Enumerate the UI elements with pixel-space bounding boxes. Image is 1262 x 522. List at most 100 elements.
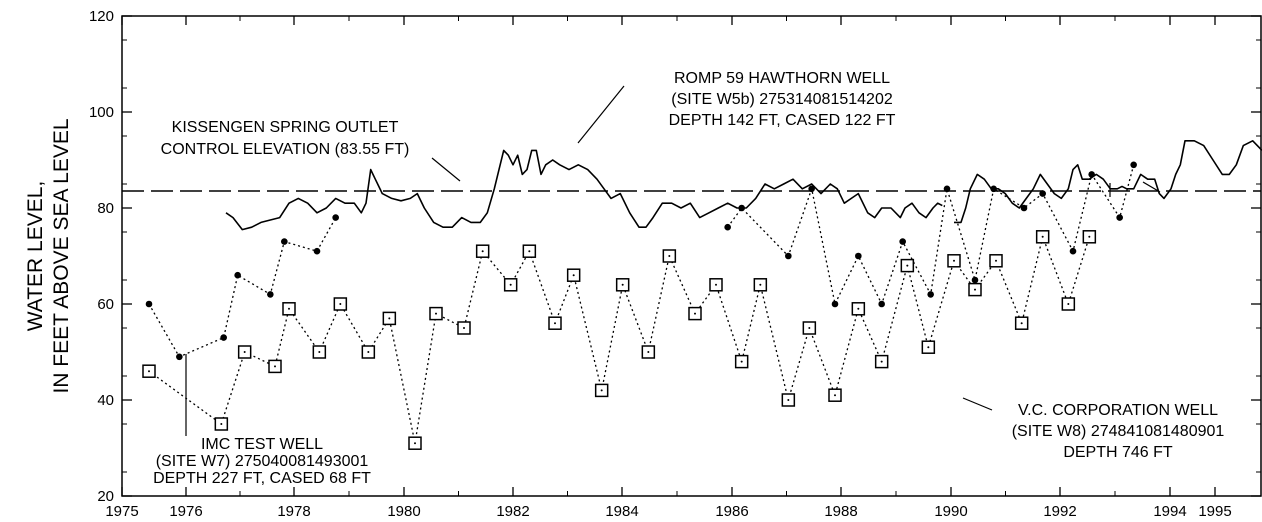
romp59-label: (SITE W5b) 275314081514202 — [671, 91, 893, 108]
series-point-vc-center — [715, 283, 717, 286]
series-point-imc — [267, 291, 274, 298]
series-point-vc-center — [528, 250, 531, 253]
series-point-imc — [220, 334, 227, 341]
series-point-imc — [808, 185, 815, 193]
series-point-vc-center — [414, 442, 416, 445]
series-point-vc-center — [318, 351, 321, 353]
series-point-imc — [234, 271, 241, 279]
series-line-vc — [148, 234, 1090, 444]
series-point-imc — [943, 185, 951, 193]
series-point-imc — [971, 276, 979, 284]
series-point-vc-center — [1088, 235, 1091, 238]
x-tick-label: 1980 — [387, 503, 420, 520]
series-point-imc — [785, 252, 792, 260]
y-tick-label: 60 — [97, 296, 114, 313]
series-point-vc-center — [834, 394, 836, 397]
imc-label: IMC TEST WELL — [201, 436, 323, 453]
series-line-romp59-segment — [225, 149, 943, 231]
series-point-vc-center — [220, 423, 223, 425]
y-axis-title-line1: WATER LEVEL, — [24, 181, 47, 332]
vc-label: (SITE W8) 274841081480901 — [1012, 423, 1225, 440]
series-point-vc-center — [621, 283, 624, 286]
series-point-vc-center — [759, 283, 762, 286]
series-point-imc — [1020, 204, 1028, 212]
series-point-vc-center — [974, 288, 976, 291]
series-point-vc-center — [995, 259, 997, 262]
plot-frame — [121, 15, 1262, 497]
y-axis-title-line2: IN FEET ABOVE SEA LEVEL — [50, 118, 73, 393]
labels-layer: WATER LEVEL, IN FEET ABOVE SEA LEVEL KISSE… — [24, 70, 1224, 487]
series-point-imc — [990, 185, 997, 193]
vc-label: V.C. CORPORATION WELL — [1018, 402, 1218, 419]
series-point-imc — [927, 291, 934, 298]
x-tick-label: 1986 — [715, 503, 748, 520]
y-tick-label: 120 — [89, 8, 114, 25]
vc-leader — [962, 397, 993, 411]
series-point-imc — [831, 300, 839, 308]
series-point-vc-center — [339, 303, 342, 305]
series-point-vc-center — [554, 322, 556, 325]
series-point-vc-center — [572, 274, 575, 277]
romp59-leader — [577, 85, 625, 144]
series-point-vc-center — [740, 360, 743, 363]
series-point-imc — [1039, 190, 1046, 197]
series-point-vc-center — [647, 351, 650, 353]
series-point-vc-center — [367, 351, 370, 353]
series-point-vc-center — [808, 327, 811, 329]
y-tick-label: 100 — [89, 104, 114, 121]
imc-label: (SITE W7) 275040081493001 — [156, 453, 369, 470]
reference-label-leader — [431, 157, 461, 182]
x-tick-label: 1992 — [1043, 503, 1076, 520]
series-point-vc-center — [694, 312, 696, 315]
series-point-vc-center — [435, 312, 437, 315]
series-point-imc — [1069, 247, 1077, 255]
series-point-imc — [281, 238, 288, 245]
series-point-vc-center — [906, 264, 909, 267]
series-point-vc-center — [880, 360, 883, 363]
series-point-imc — [1116, 214, 1123, 221]
reference-line-label: CONTROL ELEVATION (83.55 FT) — [161, 141, 410, 158]
series-point-vc-center — [857, 307, 860, 310]
series-point-vc-center — [1020, 322, 1023, 325]
series-line-imc — [727, 164, 1135, 307]
series-point-vc-center — [953, 259, 955, 262]
series-point-vc-center — [463, 327, 465, 329]
series-point-vc-center — [243, 351, 246, 353]
x-tick-label: 1984 — [605, 503, 638, 520]
y-tick-label: 20 — [97, 488, 114, 505]
x-tick-label: 1976 — [169, 503, 202, 520]
series-point-imc — [878, 300, 885, 308]
series-point-imc — [899, 238, 906, 245]
series-point-vc-center — [288, 307, 290, 310]
vc-label: DEPTH 746 FT — [1063, 444, 1173, 461]
reference-line-label: KISSENGEN SPRING OUTLET — [172, 119, 399, 136]
series-point-vc-center — [1067, 303, 1070, 305]
series-point-vc-center — [481, 250, 484, 253]
series-point-vc-center — [388, 317, 391, 320]
imc-label: DEPTH 227 FT, CASED 68 FT — [153, 470, 371, 487]
series-point-vc-center — [600, 389, 603, 392]
series-point-imc — [332, 214, 339, 221]
y-tick-label: 40 — [97, 392, 114, 409]
series-point-imc — [313, 247, 321, 255]
series-point-vc-center — [668, 255, 671, 257]
x-tick-label: 1990 — [934, 503, 967, 520]
x-tick-label: 1982 — [496, 503, 529, 520]
series-point-imc — [1088, 171, 1095, 178]
x-tick-label: 1978 — [277, 503, 310, 520]
series-point-vc-center — [787, 399, 790, 401]
series-point-vc-center — [927, 346, 930, 349]
series-point-vc-center — [509, 283, 512, 286]
series-point-imc — [724, 223, 731, 231]
y-tick-label: 80 — [97, 200, 114, 217]
romp59-label: DEPTH 142 FT, CASED 122 FT — [669, 112, 896, 129]
romp59-label: ROMP 59 HAWTHORN WELL — [674, 70, 890, 87]
series-line-romp59-segment — [954, 140, 1262, 224]
series-layer — [142, 140, 1262, 450]
x-tick-label: 1995 — [1198, 503, 1231, 520]
romp59-gap-mark-2 — [1142, 181, 1161, 193]
x-tick-label: 1988 — [824, 503, 857, 520]
series-point-imc — [176, 353, 183, 361]
series-point-imc — [738, 204, 745, 212]
